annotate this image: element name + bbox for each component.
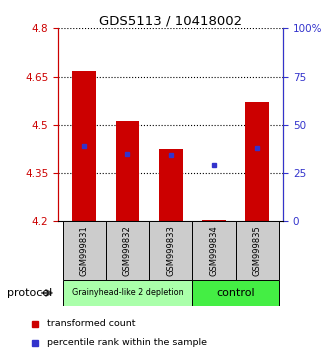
Text: transformed count: transformed count [47,319,136,329]
Bar [159,149,182,221]
Bar [235,221,279,280]
Bar [192,280,279,306]
Text: GSM999831: GSM999831 [80,225,89,276]
Bar [192,221,235,280]
Bar [116,121,139,221]
Text: GSM999834: GSM999834 [209,225,218,276]
Bar [245,102,269,221]
Title: GDS5113 / 10418002: GDS5113 / 10418002 [99,14,242,27]
Bar [63,280,192,306]
Text: GSM999835: GSM999835 [253,225,262,276]
Text: protocol: protocol [7,288,52,298]
Text: percentile rank within the sample: percentile rank within the sample [47,338,207,347]
Text: GSM999833: GSM999833 [166,225,175,276]
Bar [149,221,192,280]
Text: control: control [216,288,255,298]
Bar [63,221,106,280]
Bar [106,221,149,280]
Text: GSM999832: GSM999832 [123,225,132,276]
Bar [202,219,226,221]
Text: Grainyhead-like 2 depletion: Grainyhead-like 2 depletion [72,289,183,297]
Bar [72,71,96,221]
